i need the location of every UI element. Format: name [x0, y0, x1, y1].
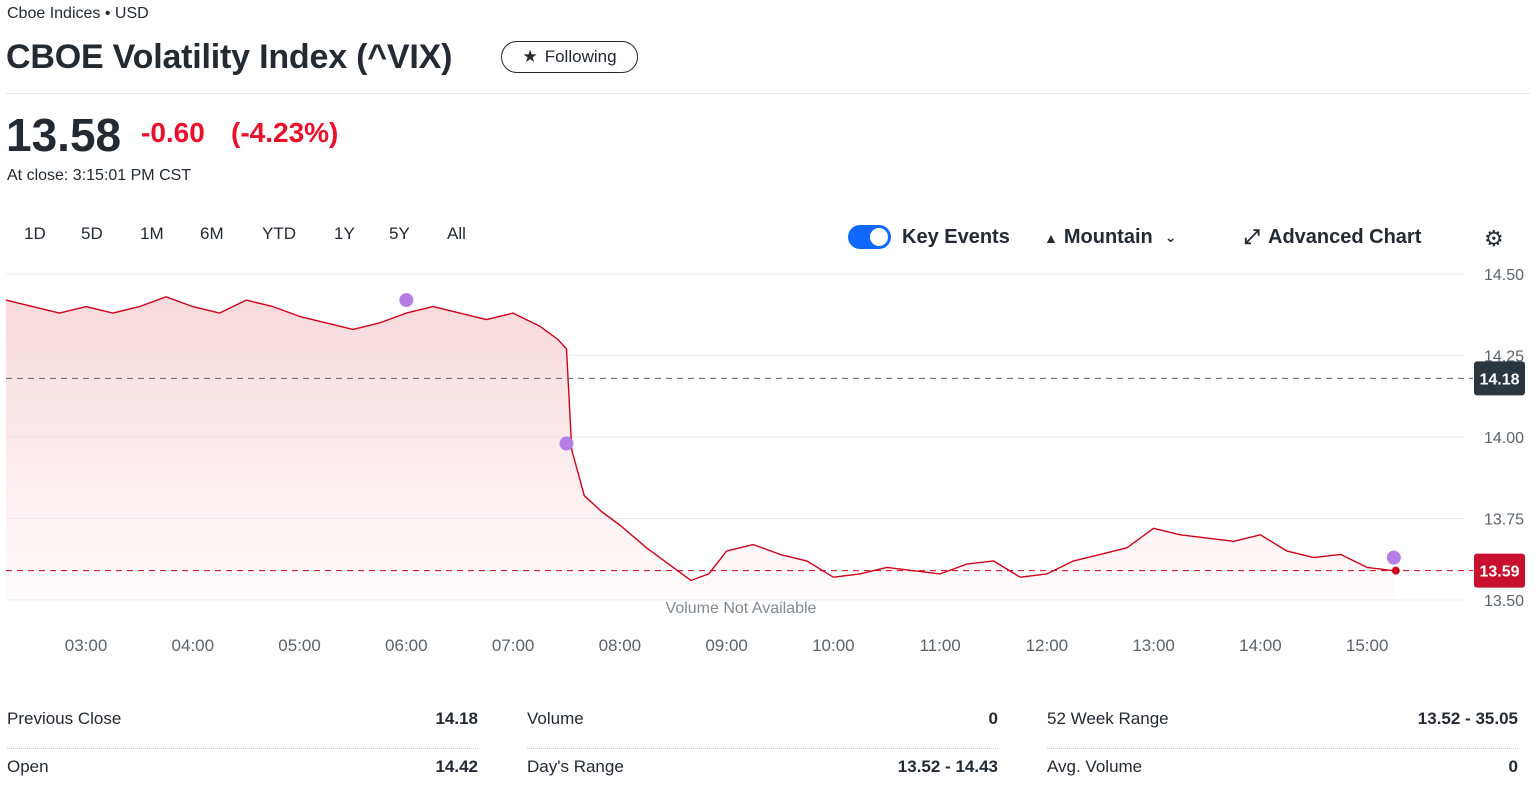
star-icon: ★	[522, 47, 538, 66]
x-tick-label: 13:00	[1132, 636, 1175, 655]
exchange-label: Cboe Indices • USD	[7, 5, 149, 22]
key-event-marker	[399, 293, 414, 308]
price-change-percent: (-4.23%)	[231, 117, 339, 148]
current-price-label: 13.59	[1479, 564, 1519, 581]
x-tick-label: 07:00	[492, 636, 535, 655]
y-tick-label: 13.50	[1484, 593, 1524, 610]
x-tick-label: 09:00	[705, 636, 748, 655]
x-tick-label: 04:00	[172, 636, 215, 655]
key-event-marker	[559, 436, 574, 451]
range-1y[interactable]: 1Y	[334, 224, 355, 243]
stat-value: 0	[988, 709, 998, 728]
x-tick-label: 06:00	[385, 636, 428, 655]
x-tick-label: 11:00	[919, 636, 960, 655]
range-5y[interactable]: 5Y	[389, 224, 410, 243]
x-tick-label: 03:00	[65, 636, 108, 655]
following-label: Following	[544, 47, 617, 66]
x-tick-label: 12:00	[1026, 636, 1069, 655]
gear-icon[interactable]: ⚙	[1484, 226, 1504, 251]
stat-label: Volume	[527, 709, 584, 728]
price-chart[interactable]: 13.50 13.75 14.00 14.25 14.50 14.18 13.59 03:00…	[0, 260, 1535, 660]
volume-note: Volume Not Available	[666, 600, 817, 617]
price-change: -0.60	[141, 117, 205, 148]
x-tick-label: 14:00	[1239, 636, 1282, 655]
advanced-chart-button[interactable]: ⤢ Advanced Chart	[1244, 226, 1421, 249]
stat-value: 14.18	[435, 709, 478, 728]
stat-value: 14.42	[435, 757, 478, 776]
y-tick-label: 14.50	[1484, 267, 1524, 284]
price-line	[5, 296, 1394, 582]
mountain-icon: ▲	[1044, 229, 1058, 246]
stat-value: 13.52 - 35.05	[1417, 709, 1518, 728]
stat-days-range: Day's Range 13.52 - 14.43	[527, 753, 998, 797]
price-value: 13.58	[6, 109, 122, 161]
following-button[interactable]: ★ Following	[501, 41, 638, 73]
range-1d[interactable]: 1D	[24, 224, 46, 243]
x-tick-label: 08:00	[599, 636, 642, 655]
key-events-label[interactable]: Key Events	[902, 226, 1010, 248]
y-tick-label: 14.00	[1484, 430, 1524, 447]
range-all[interactable]: All	[447, 224, 466, 243]
stat-label: 52 Week Range	[1047, 709, 1169, 728]
close-time: At close: 3:15:01 PM CST	[7, 167, 192, 184]
page-title: CBOE Volatility Index (^VIX)	[6, 38, 453, 76]
range-ytd[interactable]: YTD	[262, 224, 296, 243]
stat-avg-volume: Avg. Volume 0	[1047, 753, 1518, 797]
key-event-marker	[1386, 550, 1401, 565]
stat-label: Open	[7, 757, 49, 776]
stat-label: Day's Range	[527, 757, 624, 776]
advanced-chart-label: Advanced Chart	[1268, 226, 1422, 248]
y-tick-label: 13.75	[1484, 512, 1524, 529]
header-divider	[6, 93, 1530, 94]
stat-value: 0	[1508, 757, 1518, 776]
x-tick-label: 05:00	[278, 636, 321, 655]
current-price-badge	[1474, 553, 1525, 588]
stat-52-week-range: 52 Week Range 13.52 - 35.05	[1047, 705, 1518, 749]
stat-open: Open 14.42	[7, 753, 478, 797]
stat-label: Previous Close	[7, 709, 122, 728]
range-6m[interactable]: 6M	[200, 224, 224, 243]
chart-type-dropdown[interactable]: ▲ Mountain ⌄	[1044, 226, 1176, 249]
expand-icon: ⤢	[1244, 226, 1260, 248]
stat-volume: Volume 0	[527, 705, 998, 749]
key-events-toggle[interactable]	[848, 225, 891, 249]
chart-type-label: Mountain	[1063, 226, 1153, 248]
x-tick-label: 15:00	[1346, 636, 1389, 655]
price-area	[6, 296, 1394, 600]
stat-value: 13.52 - 14.43	[897, 757, 998, 776]
stat-label: Avg. Volume	[1047, 757, 1143, 776]
y-tick-label: 14.25	[1484, 349, 1524, 366]
range-1m[interactable]: 1M	[140, 224, 164, 243]
x-tick-label: 10:00	[812, 636, 855, 655]
prev-close-badge	[1474, 361, 1525, 396]
prev-close-label: 14.18	[1479, 371, 1519, 388]
toggle-knob	[870, 228, 888, 246]
range-5d[interactable]: 5D	[81, 224, 103, 243]
chevron-down-icon: ⌄	[1164, 229, 1177, 245]
stat-previous-close: Previous Close 14.18	[7, 705, 478, 749]
current-price-dot	[1391, 566, 1400, 575]
